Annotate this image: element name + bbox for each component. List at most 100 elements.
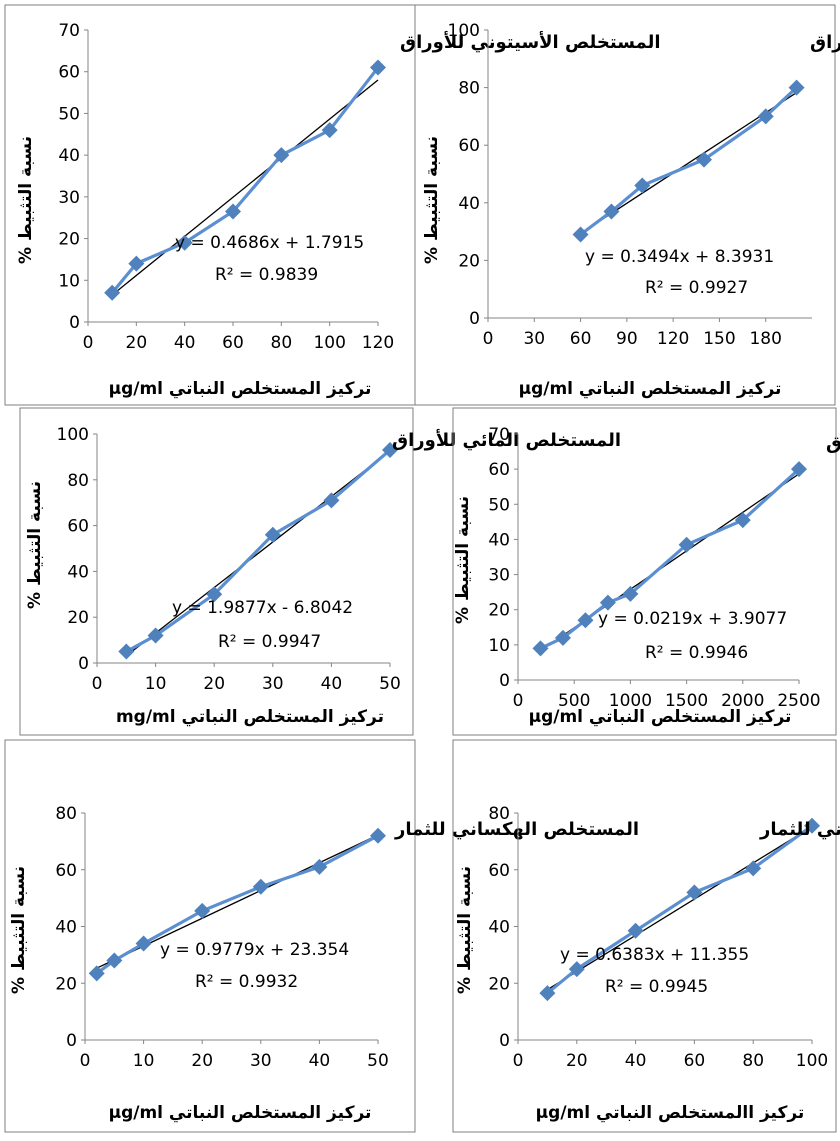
data-point-marker [568, 961, 585, 978]
data-point-marker [194, 902, 211, 919]
x-tick-label: 180 [749, 329, 781, 349]
y-tick-label: 80 [488, 804, 510, 824]
series-line [546, 824, 813, 995]
series-line [125, 448, 392, 653]
chart-title: المستخلص الهكساني للأوراق [810, 31, 840, 53]
y-tick-label: 20 [488, 601, 510, 621]
data-point-marker [252, 878, 269, 895]
y-tick-label: 20 [58, 230, 80, 250]
data-point-marker [734, 512, 751, 529]
data-point-marker [311, 858, 328, 875]
x-tick-label: 30 [250, 1051, 272, 1071]
x-tick-label: 40 [174, 333, 196, 353]
y-tick-label: 100 [57, 425, 89, 445]
r-squared: R² = 0.9946 [645, 643, 748, 663]
x-tick-label: 50 [379, 674, 401, 694]
x-tick-label: 20 [191, 1051, 213, 1071]
data-point-marker [791, 461, 807, 478]
x-axis-label: تركيز المستخلص النباتي mg/ml [116, 707, 384, 727]
y-tick-label: 60 [67, 517, 89, 537]
r-squared: R² = 0.9947 [218, 632, 321, 652]
data-point-marker [206, 586, 223, 603]
data-point-marker [757, 108, 774, 125]
y-axis-label: نسبة التثبيط % [422, 136, 442, 264]
chart-frame [414, 4, 836, 406]
y-tick-label: 80 [458, 79, 480, 99]
y-tick-label: 30 [58, 188, 80, 208]
y-tick-label: 0 [66, 1031, 77, 1051]
data-point-marker [686, 884, 703, 901]
y-tick-label: 70 [58, 21, 80, 41]
y-tick-label: 20 [458, 251, 480, 271]
data-point-marker [147, 627, 164, 644]
trend-equation: y = 0.0219x + 3.9077 [598, 609, 787, 629]
chart-panel-4: 0 10 20 30 40 50 60 70 0 500 1000 1500 2000 2500 المست… [452, 407, 840, 736]
data-point-marker [321, 122, 338, 139]
y-axis-label: نسبة التثبيط % [9, 866, 29, 994]
data-point-marker [106, 952, 123, 969]
y-tick-label: 10 [488, 636, 510, 656]
y-tick-label: 0 [499, 1031, 510, 1051]
y-tick-label: 60 [55, 861, 77, 881]
data-point-marker [264, 526, 281, 543]
trend-equation: y = 0.4686x + 1.7915 [175, 233, 364, 253]
y-axis-label: نسبة التثبيط % [455, 866, 475, 994]
y-tick-label: 40 [458, 194, 480, 214]
x-tick-label: 40 [309, 1051, 331, 1071]
y-tick-label: 40 [488, 530, 510, 550]
x-tick-label: 0 [83, 333, 94, 353]
y-tick-label: 0 [78, 654, 89, 674]
series-line [110, 66, 380, 294]
y-tick-label: 10 [58, 271, 80, 291]
r-squared: R² = 0.9839 [215, 265, 318, 285]
data-point-marker [678, 536, 695, 553]
chart-title: المستخلص الأسيتوني للأوراق [400, 31, 661, 53]
y-tick-label: 100 [448, 21, 480, 41]
data-point-marker [273, 147, 290, 164]
y-tick-label: 60 [458, 136, 480, 156]
chart-frame [19, 407, 414, 736]
x-tick-label: 150 [703, 329, 735, 349]
y-axis-label: نسبة التثبيط % [25, 481, 45, 609]
x-tick-label: 30 [262, 674, 284, 694]
y-tick-label: 40 [58, 146, 80, 166]
y-tick-label: 0 [499, 671, 510, 691]
data-point-marker [622, 585, 639, 602]
x-tick-label: 0 [80, 1051, 91, 1071]
x-tick-label: 90 [616, 329, 638, 349]
data-point-marker [370, 827, 386, 844]
y-tick-label: 40 [67, 562, 89, 582]
x-tick-label: 20 [566, 1051, 588, 1071]
chart-panel-2: 0 20 40 60 80 100 0 30 60 90 120 150 180 المستخلص اله… [414, 4, 840, 406]
r-squared: R² = 0.9927 [645, 278, 748, 298]
x-tick-label: 60 [222, 333, 244, 353]
y-tick-label: 60 [488, 861, 510, 881]
x-tick-label: 100 [313, 333, 345, 353]
x-tick-label: 500 [558, 691, 590, 711]
data-point-marker [539, 985, 556, 1002]
chart-title: المستخلص المائي للأوراق [392, 429, 621, 451]
y-axis-label: نسبة التثبيط % [453, 496, 473, 624]
x-tick-label: 20 [203, 674, 225, 694]
chart-title: المستخلص الأسيتوني للثمار [759, 818, 840, 840]
data-point-marker [577, 612, 594, 629]
data-point-marker [104, 284, 121, 301]
y-tick-label: 70 [488, 425, 510, 445]
y-tick-label: 50 [58, 104, 80, 124]
y-axis-label: نسبة التثبيط % [16, 136, 36, 264]
data-point-marker [554, 629, 571, 646]
x-tick-label: 80 [742, 1051, 764, 1071]
trend-equation: y = 0.9779x + 23.354 [160, 940, 349, 960]
x-axis-label: تركيز االمستخلص النباتي µg/ml [536, 1103, 805, 1123]
x-axis-label: تركيز المستخلص النباتي µg/ml [519, 379, 782, 399]
x-tick-label: 1000 [609, 691, 652, 711]
y-tick-label: 0 [69, 313, 80, 333]
data-point-marker [599, 594, 616, 611]
trend-equation: y = 0.3494x + 8.3931 [585, 247, 774, 267]
y-tick-label: 80 [55, 804, 77, 824]
x-tick-label: 0 [513, 691, 524, 711]
y-tick-label: 50 [488, 495, 510, 515]
